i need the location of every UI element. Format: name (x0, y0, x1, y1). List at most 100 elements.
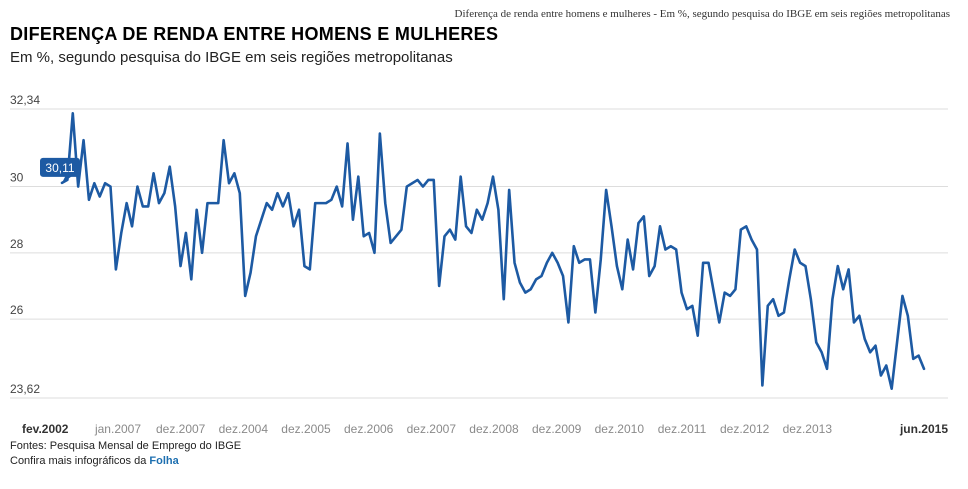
data-point (519, 282, 521, 284)
data-point (395, 235, 397, 237)
data-point (686, 308, 688, 310)
data-point (842, 288, 844, 290)
data-point (891, 388, 893, 390)
data-point (190, 278, 192, 280)
footer-more: Confira mais infográficos da Folha (10, 455, 179, 467)
data-point (664, 248, 667, 251)
data-point (298, 209, 300, 211)
data-point (99, 195, 101, 198)
data-point (508, 189, 510, 191)
data-point (675, 248, 677, 251)
data-point (373, 252, 376, 254)
data-point (858, 315, 860, 317)
data-point (352, 219, 354, 221)
x-tick-label: dez.2004 (219, 422, 269, 436)
data-point (88, 199, 90, 201)
data-point (551, 252, 553, 254)
x-tick-label: dez.2007 (156, 422, 206, 436)
data-point (718, 321, 720, 324)
data-point (546, 262, 548, 264)
x-axis-labels: fev.2002 jan.2007 dez.2007 dez.2004 dez.2005… (22, 422, 948, 436)
data-point (589, 258, 591, 261)
data-point (293, 225, 295, 227)
data-point (384, 202, 386, 204)
data-point (201, 252, 203, 254)
data-point (449, 229, 451, 231)
data-point (465, 225, 467, 227)
data-point (131, 225, 133, 227)
data-point (923, 368, 925, 370)
data-point (751, 238, 753, 241)
annotation-box (40, 157, 80, 177)
data-point (643, 215, 645, 217)
x-tick-label: fev.2002 (22, 422, 69, 436)
data-point (864, 338, 866, 340)
data-point (761, 384, 763, 387)
data-point (282, 205, 284, 208)
data-point (670, 245, 672, 247)
data-point (837, 265, 839, 267)
x-tick-label: jan.2007 (94, 422, 141, 436)
chart-subtitle: Em %, segundo pesquisa do IBGE em seis r… (10, 49, 453, 66)
data-point (567, 321, 570, 324)
data-point (853, 321, 855, 324)
data-point (411, 182, 413, 184)
data-point (815, 341, 817, 343)
data-point (346, 142, 349, 145)
data-point (794, 248, 796, 251)
data-point (772, 298, 774, 300)
data-point (77, 185, 79, 188)
data-point (169, 166, 171, 168)
x-tick-label: dez.2013 (783, 422, 833, 436)
data-point (885, 364, 887, 367)
data-point (804, 265, 807, 267)
data-point (497, 209, 499, 211)
data-point (637, 222, 640, 224)
brand-link[interactable]: Folha (149, 455, 179, 467)
data-point (249, 272, 252, 274)
data-point (724, 292, 726, 294)
data-point (260, 219, 262, 221)
data-point (562, 275, 564, 277)
data-point (228, 182, 230, 184)
data-point (756, 248, 758, 251)
data-point (93, 182, 95, 184)
data-point (659, 225, 661, 227)
data-point (535, 278, 537, 280)
data-point (223, 139, 225, 141)
data-point (530, 288, 532, 290)
data-point (427, 179, 429, 181)
data-point (82, 139, 85, 141)
top-caption: Diferença de renda entre homens e mulher… (454, 8, 950, 20)
data-point (142, 205, 144, 208)
data-point (799, 262, 801, 264)
data-point (583, 258, 586, 261)
data-point (487, 202, 489, 204)
data-point (767, 305, 769, 307)
data-point (163, 192, 165, 194)
data-point (476, 209, 478, 211)
data-point (740, 229, 742, 231)
data-point (120, 232, 122, 234)
data-point (880, 374, 882, 377)
data-point (648, 275, 650, 277)
data-point (691, 305, 693, 307)
data-point (901, 295, 904, 297)
data-point (918, 354, 920, 357)
data-point (454, 238, 456, 241)
data-point (470, 232, 473, 234)
data-point (185, 232, 187, 234)
data-point (422, 185, 424, 188)
data-point (390, 242, 392, 244)
data-point (104, 182, 106, 184)
data-point (438, 285, 440, 287)
data-point (416, 179, 419, 181)
data-point (341, 205, 343, 208)
data-point (368, 232, 370, 234)
data-point (713, 292, 715, 294)
annotation-pointer (62, 174, 74, 183)
x-tick-label: jun.2015 (899, 422, 948, 436)
data-point (147, 205, 149, 208)
data-point (654, 265, 656, 267)
